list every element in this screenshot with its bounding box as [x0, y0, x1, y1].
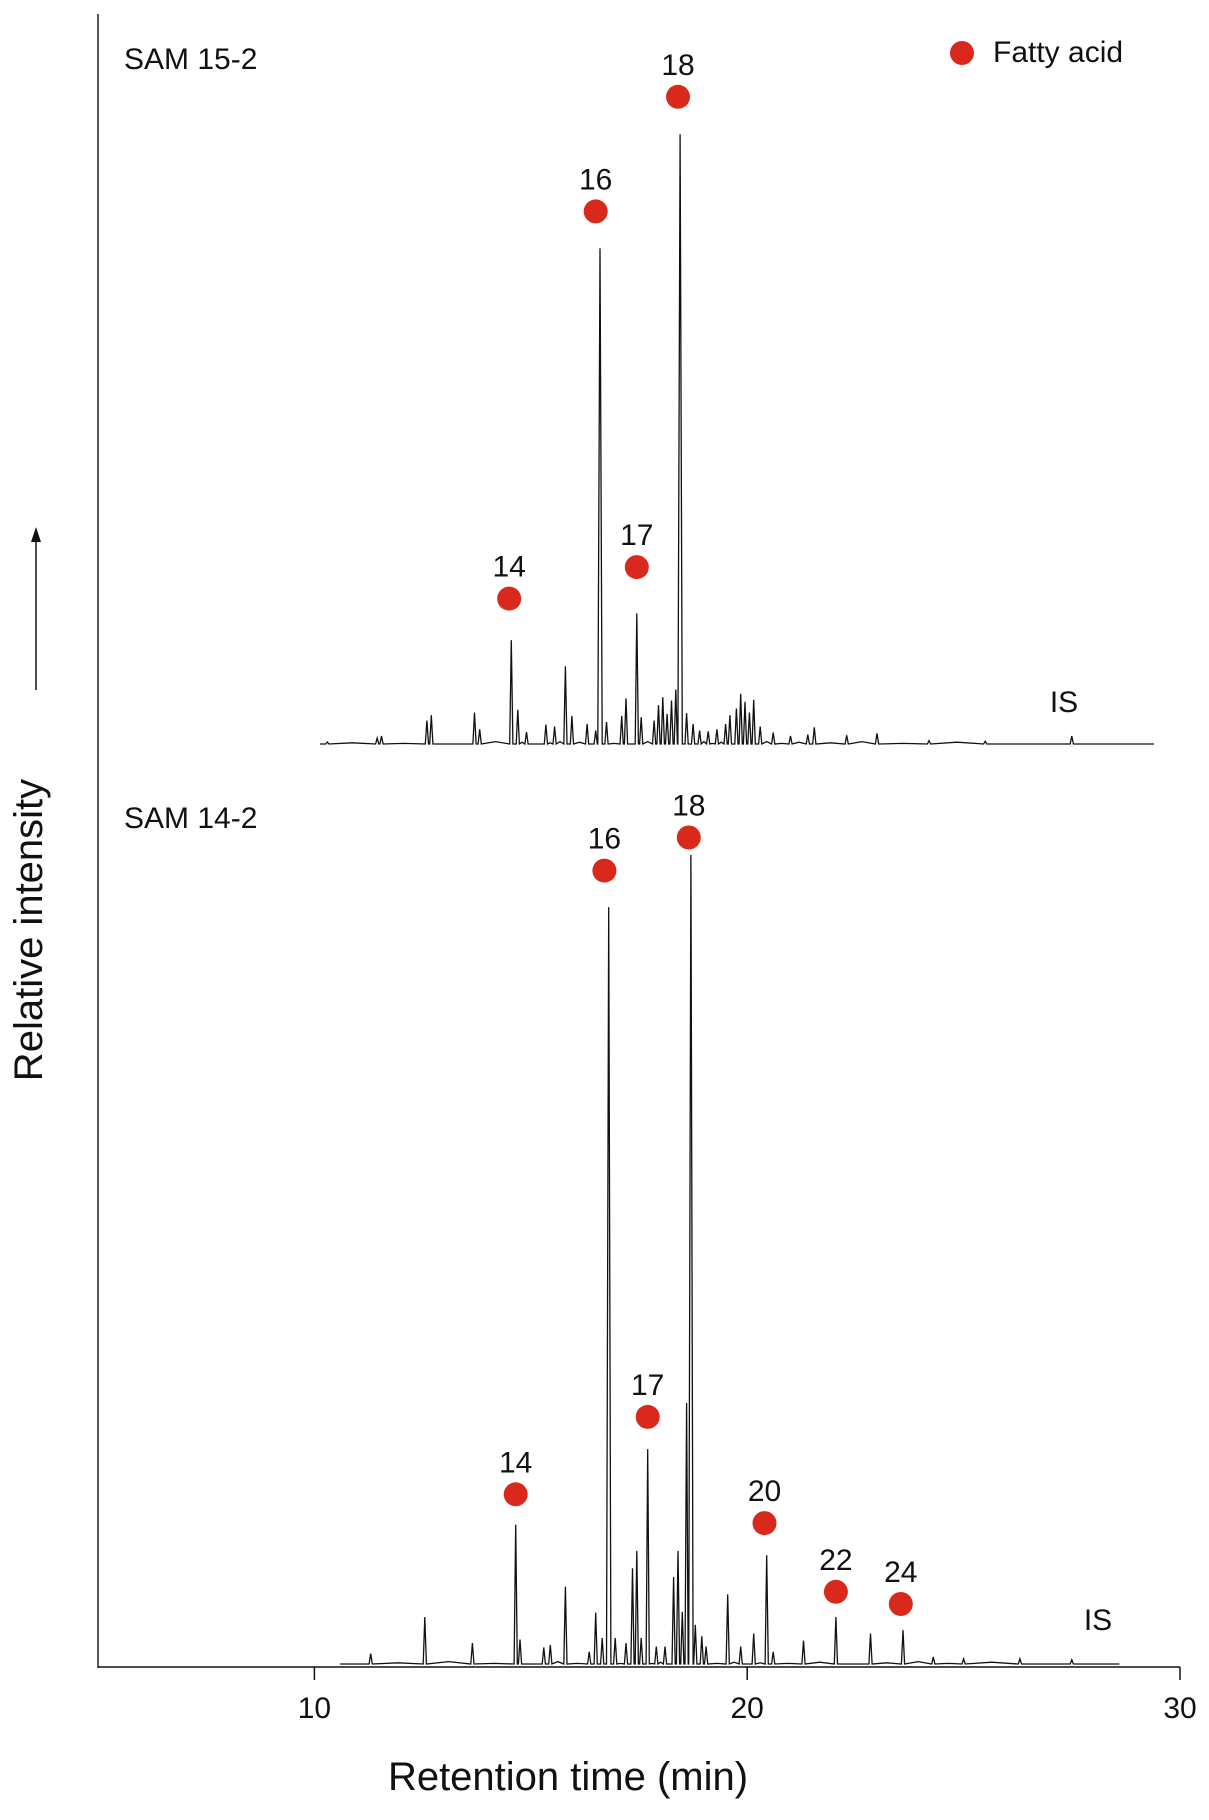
chromatogram-trace — [320, 134, 1154, 746]
fatty-acid-markers: 14 16 17 18 — [493, 49, 695, 611]
panel-title: SAM 15-2 — [124, 43, 257, 76]
x-tick-label-20: 20 — [731, 1692, 764, 1725]
fatty-acid-marker-14 — [497, 586, 522, 611]
fatty-acid-label-14: 14 — [499, 1446, 532, 1479]
is-label: IS — [1084, 1604, 1112, 1637]
fatty-acid-marker-16 — [583, 199, 608, 224]
is-label: IS — [1050, 686, 1078, 719]
fatty-acid-label-24: 24 — [884, 1556, 917, 1589]
y-axis-arrow-head — [31, 527, 41, 542]
fatty-acid-markers: 14 16 17 18 20 22 24 — [499, 790, 917, 1616]
fatty-acid-label-16: 16 — [588, 823, 621, 856]
fatty-acid-marker-17 — [624, 555, 649, 580]
fatty-acid-marker-20 — [752, 1511, 777, 1536]
x-axis-ticks: 10 20 30 — [298, 1667, 1197, 1725]
fatty-acid-marker-24 — [888, 1592, 913, 1616]
panel-sam-15-2: SAM 15-2 14 16 17 18 IS — [124, 43, 1154, 746]
x-axis-title: Retention time (min) — [388, 1755, 748, 1799]
panel-sam-14-2: SAM 14-2 14 16 17 18 20 22 24 IS — [124, 790, 1120, 1666]
fatty-acid-marker-14 — [503, 1482, 528, 1507]
legend-label: Fatty acid — [993, 36, 1123, 69]
fatty-acid-label-16: 16 — [579, 163, 612, 196]
fatty-acid-marker-16 — [592, 858, 617, 883]
fatty-acid-label-20: 20 — [748, 1475, 781, 1508]
legend-marker — [950, 41, 974, 65]
fatty-acid-label-17: 17 — [620, 519, 653, 552]
fatty-acid-label-14: 14 — [493, 551, 526, 584]
fatty-acid-marker-17 — [635, 1404, 660, 1429]
x-tick-label-10: 10 — [298, 1692, 331, 1725]
fatty-acid-marker-18 — [676, 825, 701, 850]
y-axis-title: Relative intensity — [7, 779, 51, 1081]
fatty-acid-marker-18 — [666, 84, 690, 109]
panel-title: SAM 14-2 — [124, 802, 257, 835]
fatty-acid-label-22: 22 — [819, 1544, 852, 1577]
fatty-acid-label-17: 17 — [631, 1369, 664, 1402]
fatty-acid-label-18: 18 — [661, 49, 694, 82]
fatty-acid-marker-22 — [823, 1579, 848, 1604]
chromatogram-trace — [340, 854, 1120, 1666]
fatty-acid-label-18: 18 — [672, 790, 705, 823]
x-tick-label-30: 30 — [1163, 1692, 1196, 1725]
legend: Fatty acid — [950, 36, 1123, 69]
